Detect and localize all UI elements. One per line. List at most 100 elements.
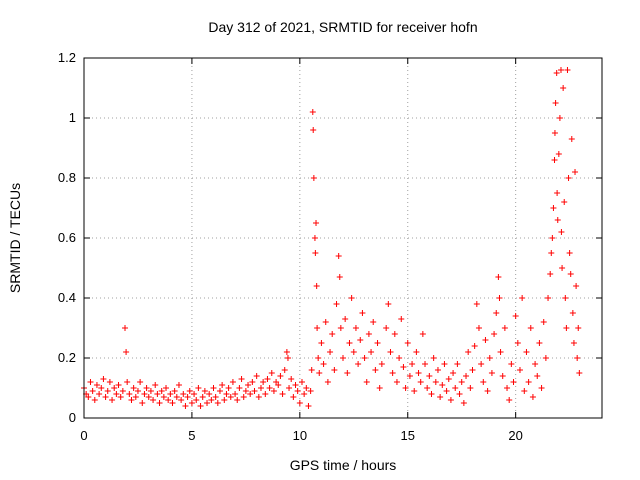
data-point (314, 325, 321, 331)
data-point (404, 340, 411, 346)
data-point (561, 199, 568, 205)
data-point (313, 220, 320, 226)
data-point (525, 379, 532, 385)
data-point (473, 301, 480, 307)
data-point (333, 301, 340, 307)
data-point (389, 370, 396, 376)
data-point (139, 400, 146, 406)
data-point (167, 391, 174, 397)
data-point (186, 388, 193, 394)
data-point (465, 349, 472, 355)
data-point (406, 373, 413, 379)
data-point (532, 361, 539, 367)
data-point (232, 391, 239, 397)
data-point (335, 253, 342, 259)
data-point (516, 367, 523, 373)
y-tick-label: 0.8 (58, 170, 76, 185)
data-point (514, 340, 521, 346)
data-point (363, 379, 370, 385)
data-point (350, 349, 357, 355)
data-point (199, 394, 206, 400)
data-point (327, 349, 334, 355)
y-tick-label: 0.6 (58, 230, 76, 245)
data-point (290, 394, 297, 400)
data-point (249, 379, 256, 385)
data-point (318, 340, 325, 346)
data-point (117, 394, 124, 400)
data-point (554, 190, 561, 196)
data-point (545, 295, 552, 301)
data-point (342, 316, 349, 322)
data-point (488, 370, 495, 376)
data-point (478, 361, 485, 367)
data-point (441, 361, 448, 367)
data-point (178, 397, 185, 403)
y-tick-label: 0 (69, 410, 76, 425)
x-axis-label: GPS time / hours (290, 457, 397, 473)
data-point (253, 373, 260, 379)
x-tick-label: 15 (401, 428, 415, 443)
data-point (361, 355, 368, 361)
data-point (567, 271, 574, 277)
data-point (219, 382, 226, 388)
data-point (378, 361, 385, 367)
data-point (270, 388, 277, 394)
x-tick-label: 10 (293, 428, 307, 443)
data-point (413, 349, 420, 355)
data-point (372, 367, 379, 373)
data-point (214, 400, 221, 406)
data-point (417, 379, 424, 385)
data-point (340, 355, 346, 361)
data-point (277, 373, 284, 379)
data-point (268, 370, 275, 376)
data-points (81, 67, 583, 409)
data-point (445, 376, 452, 382)
data-point (422, 361, 429, 367)
data-point (471, 343, 478, 349)
data-point (565, 175, 572, 181)
data-point (536, 340, 543, 346)
data-point (357, 337, 364, 343)
data-point (307, 388, 314, 394)
data-point (521, 388, 528, 394)
data-point (497, 349, 504, 355)
data-point (292, 382, 299, 388)
data-point (313, 283, 320, 289)
data-point (555, 151, 562, 157)
data-point (495, 274, 502, 280)
data-point (257, 385, 264, 391)
data-point (402, 385, 409, 391)
data-point (428, 391, 435, 397)
data-point (100, 376, 107, 382)
data-point (188, 400, 195, 406)
data-point (251, 388, 258, 394)
y-tick-label: 1 (69, 110, 76, 125)
data-point (130, 385, 137, 391)
data-point (329, 331, 336, 337)
data-point (496, 295, 503, 301)
data-point (262, 391, 269, 397)
data-point (119, 388, 126, 394)
data-point (294, 388, 301, 394)
data-point (315, 355, 322, 361)
data-point (242, 388, 249, 394)
data-point (195, 385, 202, 391)
data-point (547, 271, 554, 277)
data-point (284, 355, 291, 361)
data-point (529, 394, 536, 400)
data-point (538, 385, 545, 391)
data-point (173, 394, 180, 400)
data-point (154, 391, 161, 397)
data-point (482, 337, 489, 343)
data-point (534, 373, 541, 379)
data-point (540, 319, 547, 325)
axis-ticks: 0 0.2 0.4 0.6 0.8 1 1.2 0 5 10 15 20 (58, 50, 602, 443)
data-point (484, 388, 491, 394)
data-point (266, 385, 273, 391)
data-point (141, 391, 148, 397)
data-point (180, 391, 187, 397)
data-point (160, 394, 167, 400)
data-point (562, 295, 569, 301)
data-point (480, 379, 487, 385)
data-point (288, 376, 295, 382)
